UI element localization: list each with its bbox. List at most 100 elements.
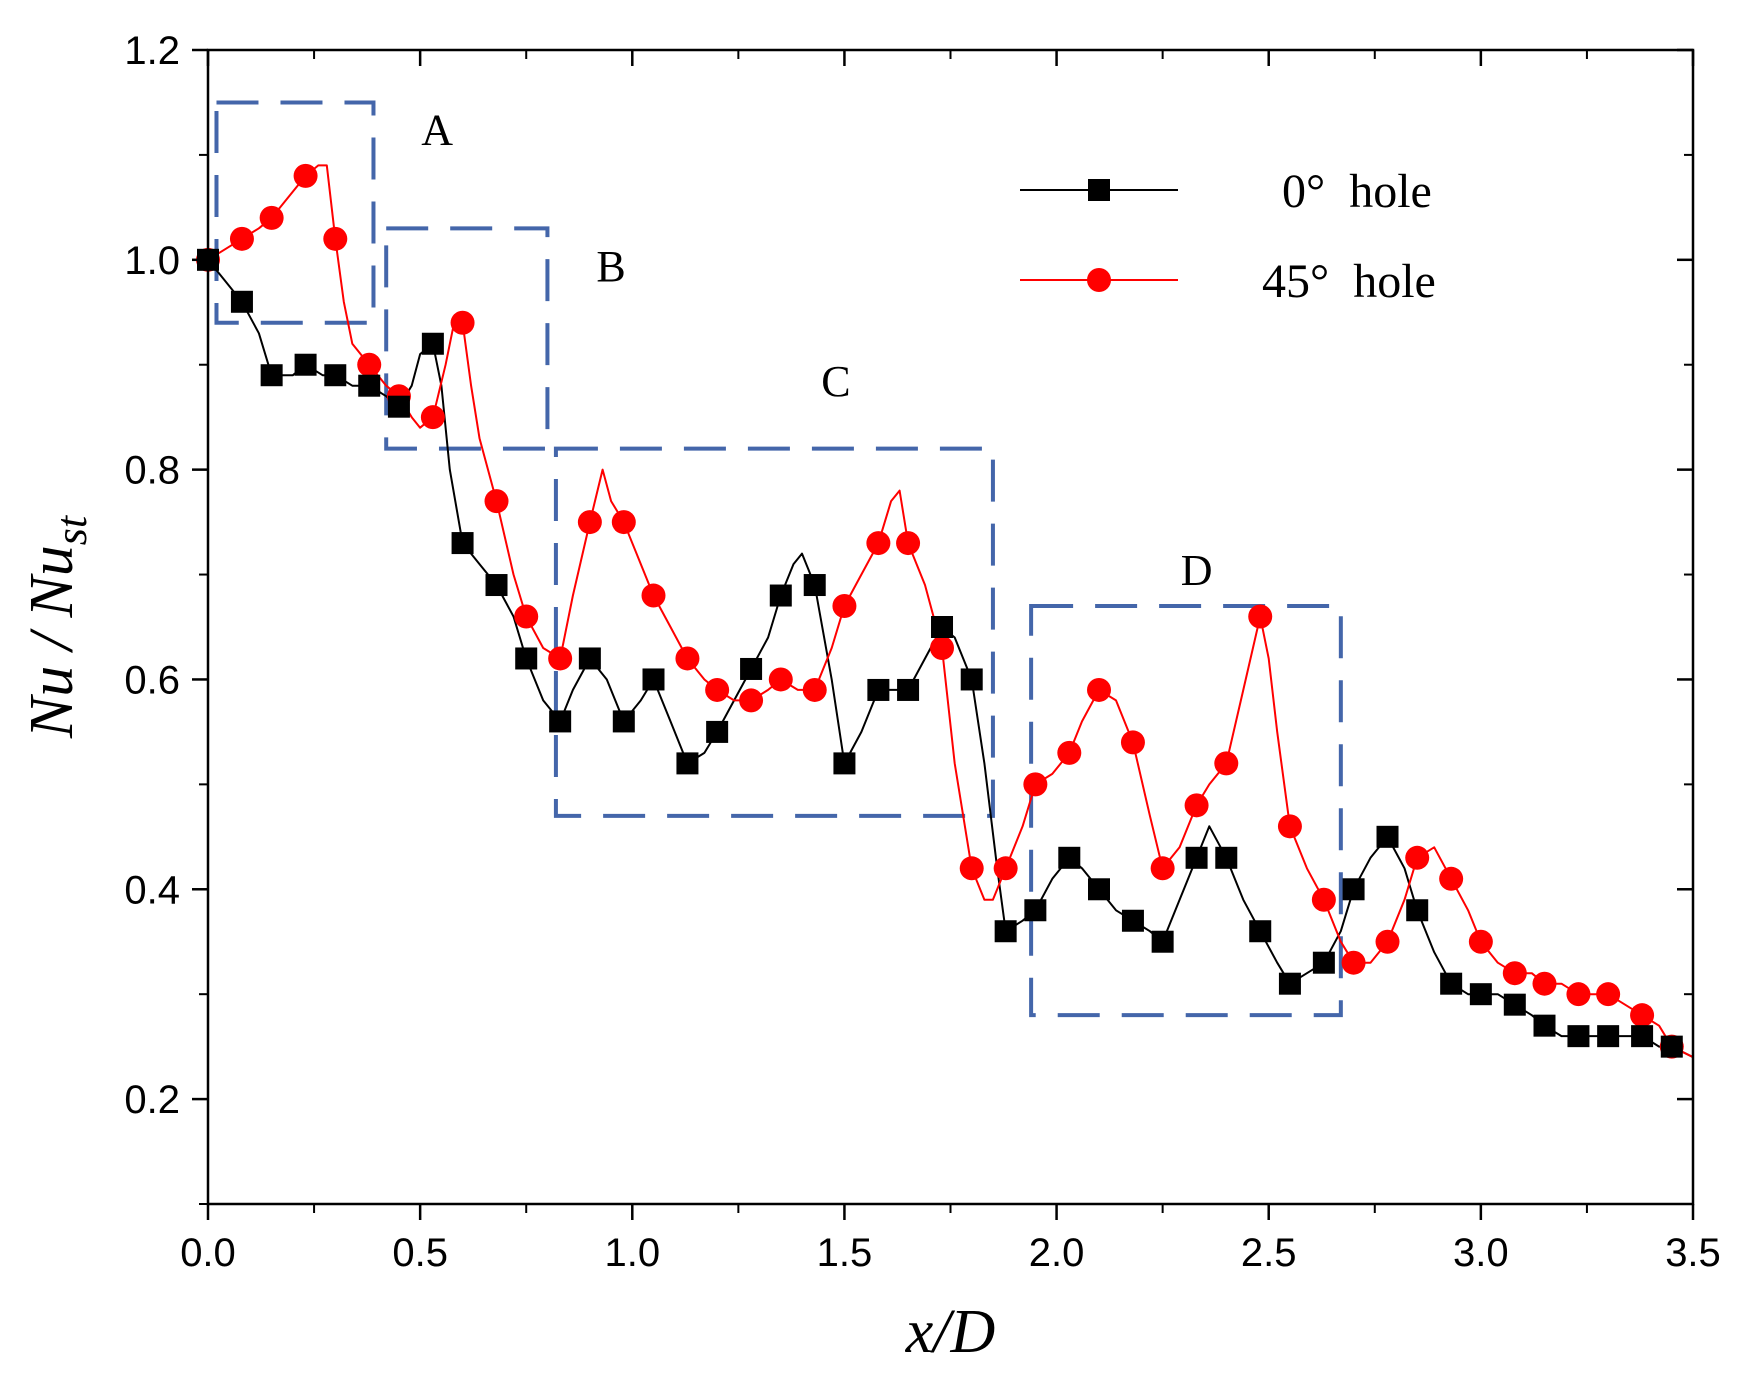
series-0-point <box>1249 920 1272 943</box>
y-axis-title: Nu / Nust <box>18 514 96 739</box>
series-markers <box>196 163 1684 1059</box>
series-0-point <box>612 710 635 733</box>
y-tick-label: 0.4 <box>124 868 180 912</box>
series-0-point <box>897 678 920 701</box>
series-0-point <box>1121 909 1144 932</box>
series-1-point <box>1468 929 1493 954</box>
series-1-point <box>1184 793 1209 818</box>
series-0-point <box>1151 930 1174 953</box>
series-0-point <box>451 532 474 555</box>
series-1-point <box>1375 929 1400 954</box>
series-0-point <box>294 353 317 376</box>
series-0-point <box>931 616 954 638</box>
series-1-point <box>866 531 891 556</box>
series-1-point <box>1057 740 1082 765</box>
series-0-point <box>1215 846 1238 869</box>
x-tick-label: 2.5 <box>1241 1231 1297 1275</box>
series-1-point <box>896 531 921 556</box>
series-1-point <box>802 677 827 702</box>
series-0-point <box>676 752 699 775</box>
series-1-point <box>1596 982 1621 1007</box>
series-0-point <box>515 647 538 670</box>
series-0-point <box>578 647 601 670</box>
series-0-point <box>1567 1025 1590 1048</box>
series-1-point <box>1341 950 1366 975</box>
series-0-point <box>994 920 1017 943</box>
legend-label-1: 45° hole <box>1262 255 1436 308</box>
series-0-point <box>1660 1035 1683 1058</box>
axis-ticks: 0.0 0.5 1.0 1.5 2.0 2.5 3.0 3.5 0.2 0.4 0.6 0.8 1.0 1… <box>124 29 1720 1275</box>
series-0-point <box>1503 993 1526 1016</box>
y-tick-label: 1.2 <box>124 29 180 73</box>
region-label-c: C <box>821 357 850 406</box>
series-1-point <box>641 583 666 608</box>
series-1-point <box>1023 772 1048 797</box>
series-0-point <box>1469 983 1492 1006</box>
x-tick-label: 0.5 <box>392 1231 448 1275</box>
series-1-point <box>1150 856 1175 881</box>
series-1-point <box>930 635 955 660</box>
series-1-point <box>514 604 539 629</box>
series-1-point <box>705 677 730 702</box>
series-0-point <box>1058 846 1081 869</box>
series-0-point <box>706 720 729 743</box>
series-1-point <box>1248 604 1273 629</box>
y-tick-label: 0.2 <box>124 1078 180 1122</box>
legend-label-0: 0° hole <box>1282 165 1432 218</box>
series-1-point <box>611 510 636 535</box>
region-box-d <box>1029 604 1343 1018</box>
series-0-point <box>1376 825 1399 848</box>
series-1-point <box>420 405 445 430</box>
series-1-point <box>1502 961 1527 986</box>
series-1-point <box>259 205 284 230</box>
x-tick-label: 1.0 <box>604 1231 660 1275</box>
series-1-point <box>484 489 509 514</box>
series-1-point <box>1214 751 1239 776</box>
x-tick-label: 0.0 <box>180 1231 236 1275</box>
series-1-point <box>1630 1003 1655 1028</box>
series-1-point <box>1532 971 1557 996</box>
series-0-point <box>803 574 826 597</box>
series-1-point <box>993 856 1018 881</box>
series-0-point <box>1631 1025 1654 1048</box>
series-0-point <box>485 574 508 597</box>
x-axis-title: x/D <box>905 1298 996 1366</box>
series-1-point <box>1277 814 1302 839</box>
region-label-a: A <box>421 105 453 154</box>
series-1-point <box>1087 677 1111 702</box>
x-tick-label: 1.5 <box>817 1231 873 1275</box>
region-box-a <box>214 100 376 325</box>
series-0-point <box>769 584 792 607</box>
legend-marker-circle <box>1087 268 1111 292</box>
series-1-point <box>548 646 573 671</box>
region-boxes: A B C D <box>214 100 1343 1018</box>
series-1-point <box>1311 887 1336 912</box>
series-0-point <box>324 364 347 387</box>
series-0-point <box>1406 899 1429 922</box>
series-0-point <box>1312 951 1335 974</box>
series-0-point <box>1440 972 1463 995</box>
series-1-point <box>323 226 348 251</box>
series-1-point <box>357 352 382 377</box>
series-1-point <box>739 688 764 713</box>
y-tick-label: 0.8 <box>124 449 180 493</box>
series-1-point <box>1439 866 1464 891</box>
series-1-point <box>832 594 857 619</box>
series-1-point <box>959 856 984 881</box>
series-0-point <box>1088 878 1110 901</box>
series-0-point <box>1185 846 1208 869</box>
y-tick-label: 1.0 <box>124 239 180 283</box>
x-tick-label: 3.0 <box>1453 1231 1509 1275</box>
series-1-point <box>293 163 318 188</box>
y-tick-label: 0.6 <box>124 658 180 702</box>
y-axis-title-subscript: st <box>47 514 96 545</box>
series-0-point <box>358 374 381 397</box>
series-1-point <box>450 310 475 335</box>
series-0-point <box>387 395 410 418</box>
series-0-point <box>833 752 856 775</box>
series-0-point <box>1597 1025 1620 1048</box>
region-box-b <box>384 226 550 451</box>
series-0-point <box>260 364 283 387</box>
x-tick-label: 3.5 <box>1665 1231 1721 1275</box>
y-axis-title-base: Nu / Nu <box>18 545 86 739</box>
